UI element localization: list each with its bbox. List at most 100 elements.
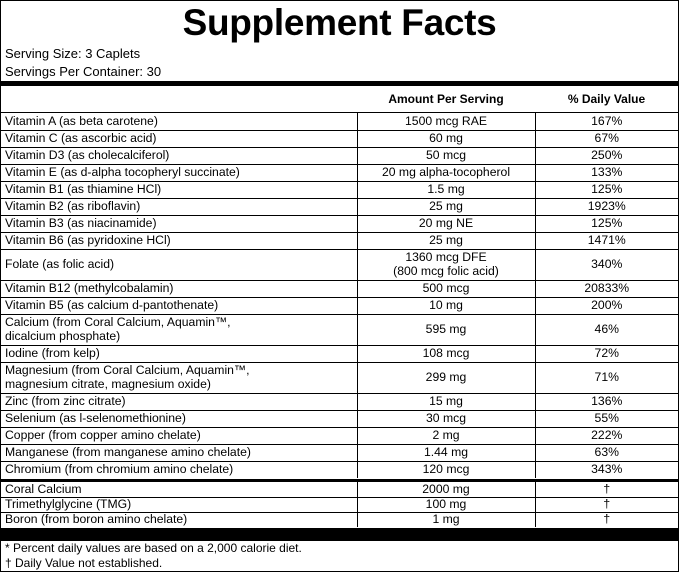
table-row: Vitamin B5 (as calcium d-pantothenate) 10… [1, 296, 678, 314]
dagger-footnote: † Daily Value not established. [5, 556, 163, 570]
amount-line: 20 mg NE [418, 215, 474, 230]
amount-line: 100 mg [425, 496, 467, 511]
amount-line: 25 mg [429, 198, 463, 213]
percent-daily-footnote: * Percent daily values are based on a 2,… [5, 541, 302, 555]
ingredient-name-line: Vitamin B2 (as riboflavin) [5, 198, 141, 213]
vitamins-minerals-table: Vitamin A (as beta carotene) 1500 mcg RAE… [1, 113, 678, 478]
ingredient-name: Vitamin B2 (as riboflavin) [1, 197, 357, 215]
amount-line: 595 mg [425, 321, 467, 336]
serving-size: Serving Size: 3 Caplets [5, 46, 141, 61]
table-row: Vitamin B12 (methylcobalamin) 500 mcg 2083… [1, 279, 678, 297]
ingredient-name: Folate (as folic acid) [1, 248, 357, 280]
daily-value-percent: † [534, 482, 678, 497]
table-row: Vitamin B1 (as thiamine HCl) 1.5 mg 125% [1, 180, 678, 198]
amount-line: 30 mcg [426, 410, 466, 425]
ingredient-name-line: Folate (as folic acid) [5, 256, 115, 271]
ingredient-name-line: Iodine (from kelp) [5, 345, 100, 360]
amount-line: 108 mcg [422, 345, 470, 360]
amount-per-serving: 25 mg [356, 197, 535, 215]
table-row: Vitamin E (as d-alpha tocopheryl succina… [1, 163, 678, 181]
amount-line: 1.44 mg [423, 444, 469, 459]
ingredient-name-line: Trimethylglycine (TMG) [5, 496, 132, 511]
amount-per-serving-header: Amount Per Serving [388, 92, 504, 106]
ingredient-name-line: Vitamin B5 (as calcium d-pantothenate) [5, 297, 219, 312]
amount-per-serving: 1360 mcg DFE (800 mcg folic acid) [356, 248, 535, 280]
table-row: Iodine (from kelp) 108 mcg 72% [1, 344, 678, 362]
table-row: Selenium (as l-selenomethionine) 30 mcg 55… [1, 409, 678, 427]
amount-line: (800 mcg folic acid) [393, 263, 499, 278]
amount-per-serving: 120 mcg [356, 460, 535, 478]
amount-per-serving: 595 mg [356, 313, 535, 345]
ingredient-name: Vitamin C (as ascorbic acid) [1, 129, 357, 147]
ingredient-name: Vitamin B6 (as pyridoxine HCl) [1, 231, 357, 249]
amount-line: 15 mg [429, 393, 463, 408]
amount-per-serving: 1.5 mg [356, 180, 535, 198]
ingredient-name: Trimethylglycine (TMG) [1, 496, 357, 512]
ingredient-name-line: Boron (from boron amino chelate) [5, 512, 188, 526]
daily-value-percent: 1471% [534, 231, 678, 249]
daily-value-percent: 136% [534, 392, 678, 410]
ingredient-name-line: Calcium (from Coral Calcium, Aquamin™, [5, 315, 231, 329]
amount-line: 1500 mcg RAE [405, 113, 487, 128]
ingredient-name-line: Vitamin A (as beta carotene) [5, 113, 158, 128]
amount-per-serving: 20 mg alpha-tocopherol [356, 163, 535, 181]
daily-value-percent: 1923% [534, 197, 678, 215]
ingredient-name-line: Manganese (from manganese amino chelate) [5, 444, 251, 459]
daily-value-percent: 343% [534, 460, 678, 478]
ingredient-name-line: Vitamin B6 (as pyridoxine HCl) [5, 232, 171, 247]
header-divider [1, 112, 678, 113]
amount-line: 2 mg [432, 427, 460, 442]
daily-value-percent: 125% [534, 214, 678, 232]
amount-per-serving: 30 mcg [356, 409, 535, 427]
amount-per-serving: 2 mg [356, 426, 535, 444]
table-row: Vitamin D3 (as cholecalciferol) 50 mcg 250… [1, 146, 678, 164]
amount-per-serving: 60 mg [356, 129, 535, 147]
panel-title: Supplement Facts [182, 2, 497, 43]
ingredient-name-line: dicalcium phosphate) [5, 328, 121, 343]
servings-per-container: Servings Per Container: 30 [5, 64, 162, 79]
ingredient-name: Chromium (from chromium amino chelate) [1, 460, 357, 478]
ingredient-name: Vitamin E (as d-alpha tocopheryl succina… [1, 163, 357, 181]
ingredient-name: Magnesium (from Coral Calcium, Aquamin™,… [1, 361, 357, 393]
ingredient-name-line: Vitamin B12 (methylcobalamin) [5, 280, 174, 295]
ingredient-name: Calcium (from Coral Calcium, Aquamin™, di… [1, 313, 357, 345]
table-row: Vitamin B2 (as riboflavin) 25 mg 1923% [1, 197, 678, 215]
amount-per-serving: 108 mcg [356, 344, 535, 362]
ingredient-name-line: magnesium citrate, magnesium oxide) [5, 376, 211, 391]
ingredient-name-line: Selenium (as l-selenomethionine) [5, 410, 186, 425]
amount-per-serving: 50 mcg [356, 146, 535, 164]
bottom-divider [1, 528, 678, 541]
amount-per-serving: 25 mg [356, 231, 535, 249]
amount-line: 20 mg alpha-tocopherol [381, 164, 511, 179]
ingredient-name: Selenium (as l-selenomethionine) [1, 409, 357, 427]
amount-per-serving: 1.44 mg [356, 443, 535, 461]
table-row: Vitamin C (as ascorbic acid) 60 mg 67% [1, 129, 678, 147]
ingredient-name-line: Copper (from copper amino chelate) [5, 427, 201, 442]
amount-per-serving: 100 mg [356, 496, 535, 512]
table-row: Trimethylglycine (TMG) 100 mg † [1, 496, 678, 512]
daily-value-percent: 46% [534, 313, 678, 345]
amount-line: 2000 mg [422, 481, 470, 496]
ingredient-name: Vitamin B12 (methylcobalamin) [1, 279, 357, 297]
table-row: Magnesium (from Coral Calcium, Aquamin™,… [1, 361, 678, 393]
table-row: Vitamin B3 (as niacinamide) 20 mg NE 125% [1, 214, 678, 232]
ingredient-name-line: Coral Calcium [5, 481, 82, 496]
daily-value-header: % Daily Value [567, 92, 646, 106]
amount-line: 1 mg [432, 512, 460, 526]
daily-value-percent: 125% [534, 180, 678, 198]
ingredient-name: Vitamin B5 (as calcium d-pantothenate) [1, 296, 357, 314]
ingredient-name-line: Vitamin B3 (as niacinamide) [5, 215, 157, 230]
amount-per-serving: 1 mg [356, 511, 535, 527]
amount-per-serving: 1500 mcg RAE [356, 113, 535, 130]
amount-per-serving: 299 mg [356, 361, 535, 393]
table-row: Calcium (from Coral Calcium, Aquamin™, di… [1, 313, 678, 345]
ingredient-name: Vitamin A (as beta carotene) [1, 113, 357, 130]
daily-value-percent: † [534, 496, 678, 512]
amount-line: 120 mcg [422, 462, 470, 476]
ingredient-name-line: Chromium (from chromium amino chelate) [5, 462, 234, 476]
ingredient-name: Copper (from copper amino chelate) [1, 426, 357, 444]
amount-line: 10 mg [429, 297, 463, 312]
amount-line: 500 mcg [422, 280, 470, 295]
amount-per-serving: 500 mcg [356, 279, 535, 297]
